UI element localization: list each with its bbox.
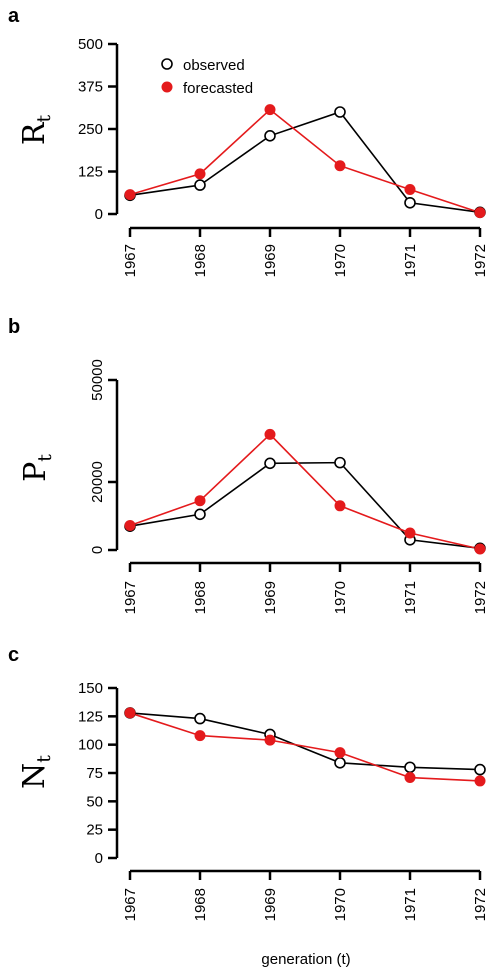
panel-a-y-tick-label: 0 bbox=[95, 206, 103, 223]
panel-a-observed-line bbox=[129, 111, 481, 214]
panel-b-forecasted-point bbox=[194, 495, 206, 507]
x-axis-title: generation (t) bbox=[261, 951, 350, 968]
panel-c-forecasted-point bbox=[124, 707, 136, 719]
panel-a-x-tick-label: 1971 bbox=[402, 244, 419, 277]
panel-c-forecasted-point bbox=[404, 772, 416, 784]
panel-c-observed-line bbox=[129, 712, 481, 771]
panel-c-y-tick-label: 0 bbox=[95, 850, 103, 867]
panel-b-forecasted-point bbox=[404, 527, 416, 539]
panel-b-y-tick-label: 20000 bbox=[89, 461, 106, 503]
panel-b-observed-point bbox=[194, 508, 206, 521]
panel-b-x-tick-label: 1969 bbox=[262, 581, 279, 614]
panel-b-y-tick-label: 0 bbox=[89, 546, 106, 554]
panel-a-forecasted-point bbox=[334, 160, 346, 172]
panel-c-x-tick-label: 1970 bbox=[332, 888, 349, 921]
panel-a-forecasted-point bbox=[124, 189, 136, 201]
panel-a-y-label-sub: t bbox=[33, 115, 55, 123]
panel-b-y-tick-label: 50000 bbox=[89, 359, 106, 401]
panel-b-forecasted-line bbox=[129, 433, 481, 550]
legend-forecasted-label: forecasted bbox=[183, 80, 253, 97]
panel-c-y-tick-label: 50 bbox=[86, 793, 103, 810]
panel-b-observed-line bbox=[129, 461, 481, 550]
panel-c-x-tick-label: 1969 bbox=[262, 888, 279, 921]
panel-a-forecasted-point bbox=[474, 207, 486, 219]
panel-a-y-tick-label: 125 bbox=[78, 164, 103, 181]
panel-b-forecasted-point bbox=[334, 500, 346, 512]
panel-c-forecasted-point bbox=[334, 747, 346, 759]
panel-a-forecasted-point bbox=[404, 184, 416, 196]
panel-c-y-label-sub: t bbox=[33, 755, 55, 763]
panel-b-y-label-sub: t bbox=[34, 454, 56, 462]
panel-b-observed-point bbox=[334, 456, 346, 469]
panel-b-x-tick-label: 1968 bbox=[192, 581, 209, 614]
panel-a-x-tick-label: 1970 bbox=[332, 244, 349, 277]
panel-a-y-tick-label: 375 bbox=[78, 79, 103, 96]
panel-a-y-tick-label: 500 bbox=[78, 36, 103, 53]
panel-a-letter: a bbox=[8, 5, 20, 27]
panel-c-forecasted-point bbox=[264, 734, 276, 746]
panel-c-y-tick-label: 75 bbox=[86, 765, 103, 782]
panel-c-x-tick-label: 1968 bbox=[192, 888, 209, 921]
panel-b-x-tick-label: 1967 bbox=[122, 581, 139, 614]
panel-b-y-label: Pt bbox=[18, 454, 56, 482]
panel-c-observed-point bbox=[334, 756, 346, 769]
panel-c-forecasted-point bbox=[474, 775, 486, 787]
panel-a-forecasted-line bbox=[129, 108, 481, 214]
panel-a-observed-point bbox=[264, 130, 276, 142]
panel-b-observed-point bbox=[264, 457, 276, 470]
panel-c-letter: c bbox=[8, 644, 19, 666]
panel-b-x-tick-label: 1971 bbox=[402, 581, 419, 614]
panel-c-forecasted-line bbox=[129, 712, 481, 782]
panel-c-observed-point bbox=[474, 763, 486, 776]
panel-c-y-label-main: N bbox=[17, 763, 52, 789]
panel-a-y-label-main: R bbox=[17, 121, 52, 145]
panel-a-x-tick-label: 1967 bbox=[122, 244, 139, 277]
panel-a-y-label: Rt bbox=[17, 115, 55, 146]
panel-c-x-tick-label: 1972 bbox=[472, 888, 487, 921]
panel-a-x-tick-label: 1969 bbox=[262, 244, 279, 277]
panel-b-y-label-main: P bbox=[18, 462, 53, 482]
legend-observed-marker bbox=[161, 58, 173, 70]
panel-a-observed-point bbox=[404, 196, 416, 209]
panel-b-letter: b bbox=[8, 316, 20, 338]
panel-c-forecasted-point bbox=[194, 730, 206, 742]
panel-b-x-tick-label: 1970 bbox=[332, 581, 349, 614]
panel-c-y-tick-label: 125 bbox=[78, 708, 103, 725]
panel-a-observed-point bbox=[194, 179, 206, 191]
panel-c-observed-point bbox=[404, 761, 416, 774]
panel-c-y-label: Nt bbox=[17, 755, 55, 789]
panel-a-x-tick-label: 1972 bbox=[472, 244, 487, 277]
legend-forecasted-marker bbox=[161, 81, 173, 93]
panel-a-forecasted-point bbox=[264, 104, 276, 116]
panel-b-x-tick-label: 1972 bbox=[472, 581, 487, 614]
panel-c-y-tick-label: 25 bbox=[86, 822, 103, 839]
panel-c-observed-point bbox=[194, 712, 206, 725]
legend-observed-label: observed bbox=[183, 57, 245, 74]
panel-c-y-tick-label: 100 bbox=[78, 737, 103, 754]
panel-b-forecasted-point bbox=[264, 428, 276, 440]
panel-a-observed-point bbox=[334, 106, 346, 118]
panel-c-x-tick-label: 1971 bbox=[402, 888, 419, 921]
panel-b-forecasted-point bbox=[124, 520, 136, 532]
panel-c-x-tick-label: 1967 bbox=[122, 888, 139, 921]
panel-a-y-tick-label: 250 bbox=[78, 121, 103, 138]
panel-c-y-tick-label: 150 bbox=[78, 680, 103, 697]
panel-a-forecasted-point bbox=[194, 168, 206, 180]
panel-a-x-tick-label: 1968 bbox=[192, 244, 209, 277]
panel-b-forecasted-point bbox=[474, 543, 486, 555]
